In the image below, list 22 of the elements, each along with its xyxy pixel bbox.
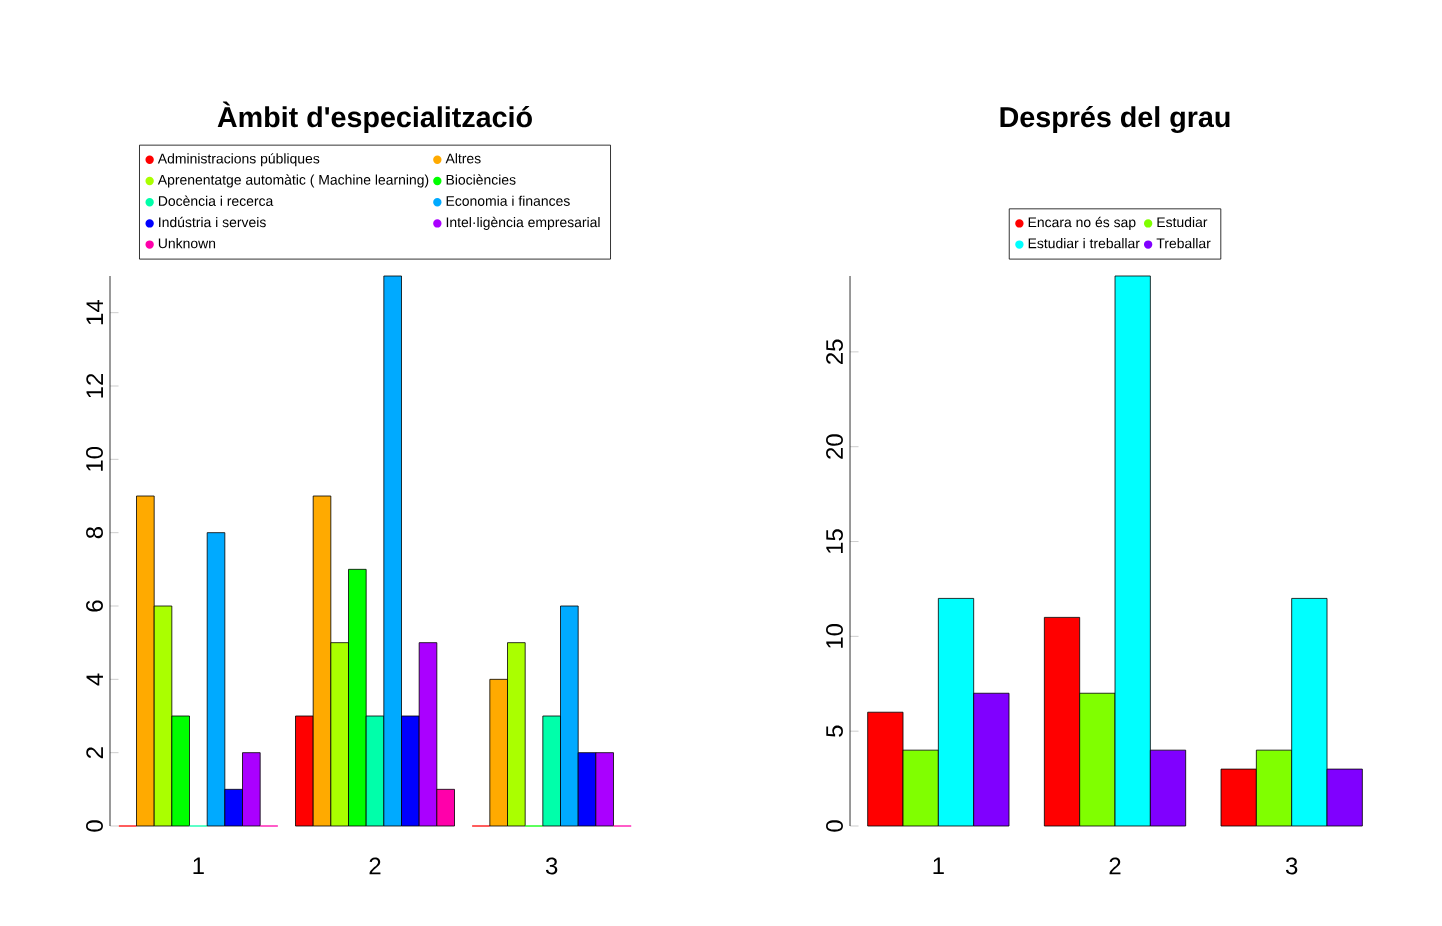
x-tick-label: 2 — [369, 857, 381, 875]
y-tick-label: 0 — [826, 820, 843, 832]
y-tick-label: 2 — [86, 747, 103, 759]
x-tick-label: 1 — [193, 857, 204, 874]
y-tick-label: 0 — [86, 820, 103, 832]
x-tick-label: 3 — [1285, 857, 1298, 875]
y-tick-label: 25 — [826, 339, 843, 364]
y-tick-label: 15 — [826, 529, 843, 553]
x-tick-label: 2 — [1109, 857, 1121, 875]
y-tick-label: 14 — [86, 300, 103, 325]
y-tick-label: 12 — [86, 373, 103, 398]
x-tick-label: 1 — [933, 857, 944, 874]
y-tick-label: 5 — [826, 725, 843, 737]
chart-title: Àmbit d'especialització — [217, 101, 532, 134]
y-tick-label: 10 — [86, 446, 103, 471]
chart-title: Després del grau — [1000, 105, 1230, 134]
y-tick-label: 4 — [86, 673, 103, 686]
y-tick-label: 8 — [86, 527, 103, 539]
y-tick-label: 6 — [86, 600, 103, 612]
y-tick-label: 10 — [826, 623, 843, 648]
x-tick-label: 3 — [545, 857, 558, 875]
y-tick-label: 20 — [826, 434, 843, 459]
